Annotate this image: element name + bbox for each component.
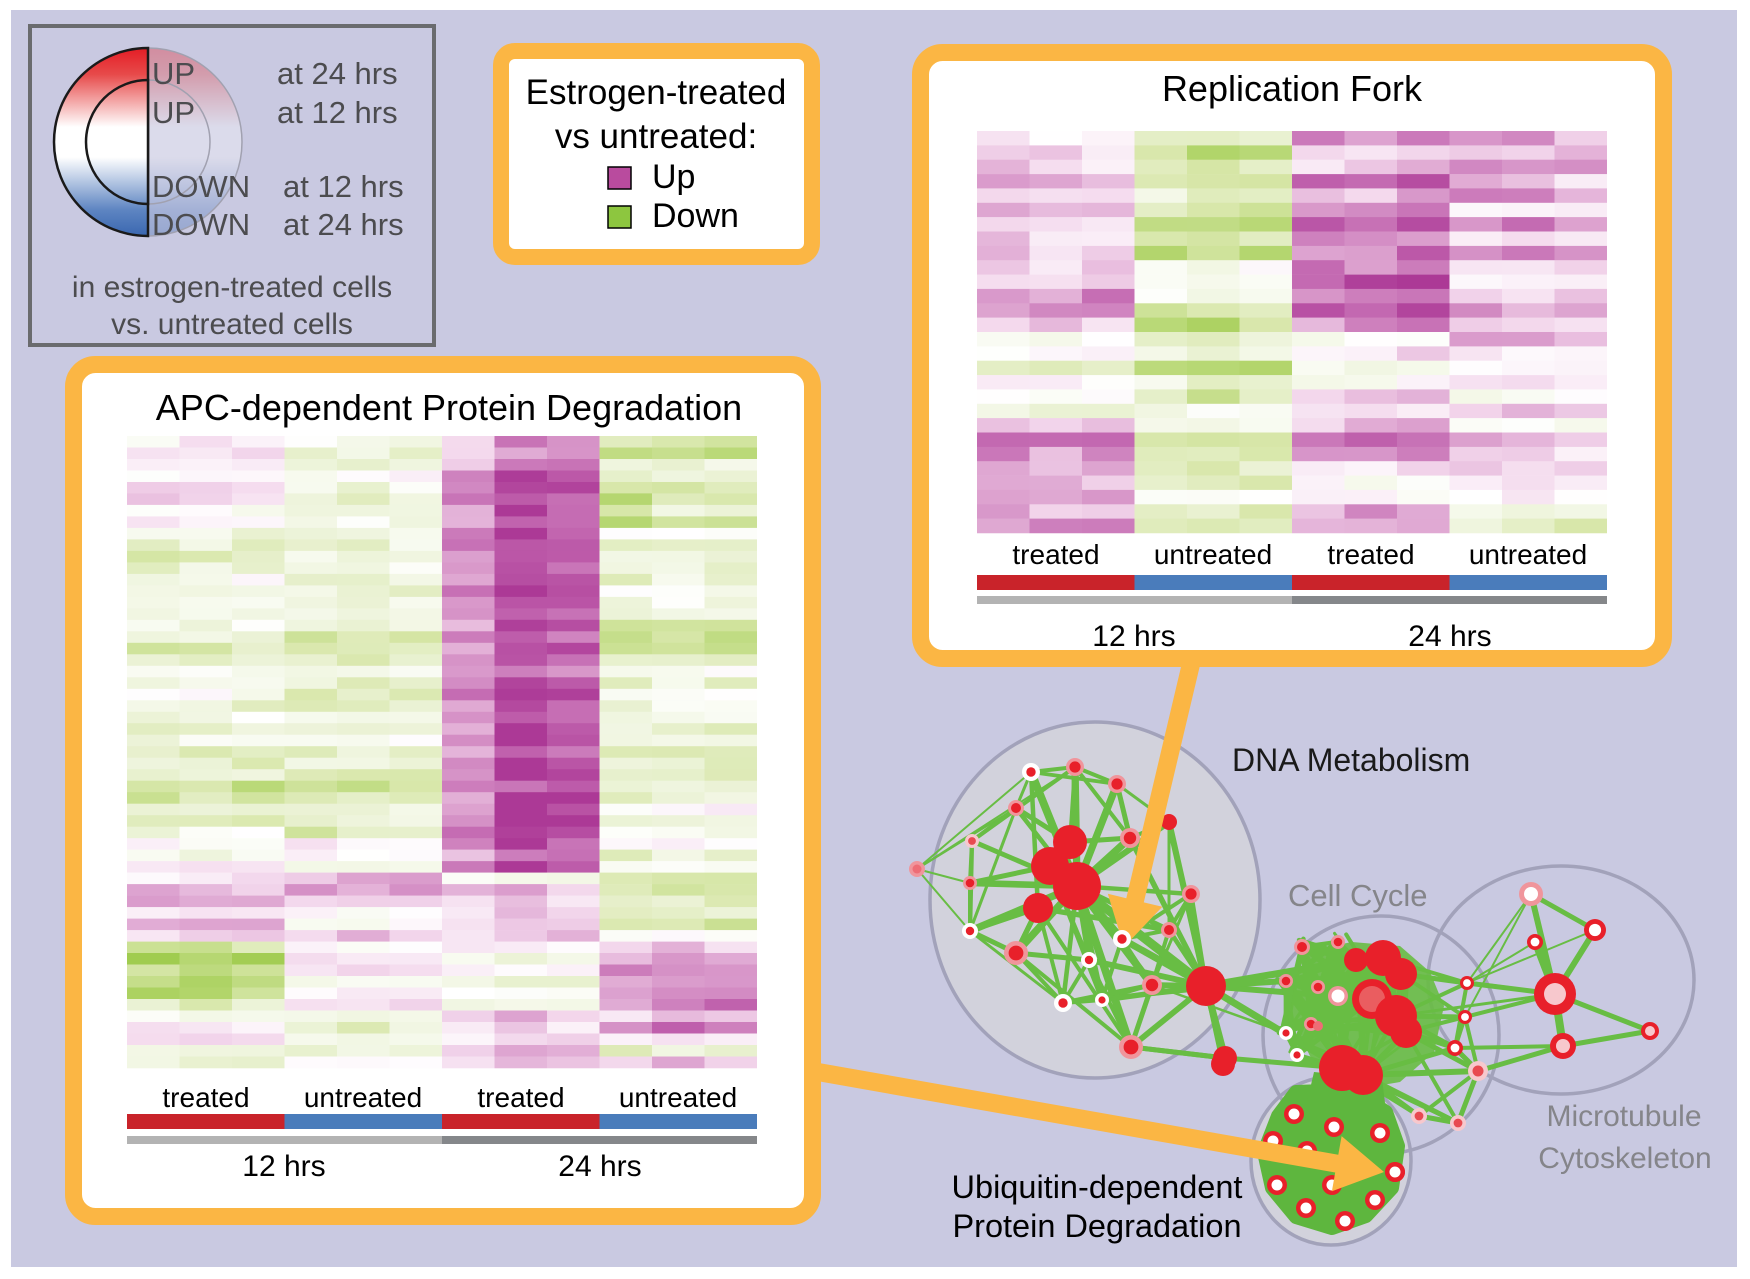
- svg-text:vs untreated:: vs untreated:: [555, 117, 757, 156]
- svg-text:untreated: untreated: [1154, 539, 1272, 570]
- svg-text:untreated: untreated: [619, 1082, 737, 1113]
- svg-text:Protein Degradation: Protein Degradation: [952, 1208, 1241, 1244]
- svg-text:24 hrs: 24 hrs: [558, 1150, 641, 1183]
- svg-text:in estrogen-treated cells: in estrogen-treated cells: [72, 271, 392, 304]
- svg-text:Cytoskeleton: Cytoskeleton: [1538, 1142, 1711, 1175]
- svg-text:at 24 hrs: at 24 hrs: [283, 207, 404, 242]
- svg-text:Ubiquitin-dependent: Ubiquitin-dependent: [952, 1169, 1243, 1205]
- svg-text:treated: treated: [477, 1082, 564, 1113]
- svg-text:Up: Up: [652, 158, 695, 196]
- svg-text:untreated: untreated: [1469, 539, 1587, 570]
- svg-text:DOWN: DOWN: [152, 169, 250, 204]
- svg-text:Estrogen-treated: Estrogen-treated: [526, 73, 787, 112]
- svg-text:untreated: untreated: [304, 1082, 422, 1113]
- svg-text:UP: UP: [152, 56, 195, 91]
- svg-text:Microtubule: Microtubule: [1546, 1100, 1701, 1133]
- svg-text:treated: treated: [1012, 539, 1099, 570]
- svg-text:at 12 hrs: at 12 hrs: [277, 95, 398, 130]
- svg-text:Cell Cycle: Cell Cycle: [1288, 878, 1428, 913]
- svg-text:treated: treated: [1327, 539, 1414, 570]
- svg-text:at 12 hrs: at 12 hrs: [283, 169, 404, 204]
- svg-text:12 hrs: 12 hrs: [242, 1150, 325, 1183]
- svg-text:treated: treated: [162, 1082, 249, 1113]
- svg-text:DNA Metabolism: DNA Metabolism: [1232, 742, 1470, 778]
- svg-text:vs. untreated cells: vs. untreated cells: [111, 308, 353, 341]
- svg-text:UP: UP: [152, 95, 195, 130]
- svg-text:at 24 hrs: at 24 hrs: [277, 56, 398, 91]
- svg-text:Down: Down: [652, 197, 739, 235]
- svg-text:12 hrs: 12 hrs: [1092, 620, 1175, 653]
- svg-text:Replication Fork: Replication Fork: [1162, 68, 1423, 109]
- svg-text:24 hrs: 24 hrs: [1408, 620, 1491, 653]
- svg-text:APC-dependent Protein Degradat: APC-dependent Protein Degradation: [156, 387, 742, 428]
- svg-text:DOWN: DOWN: [152, 207, 250, 242]
